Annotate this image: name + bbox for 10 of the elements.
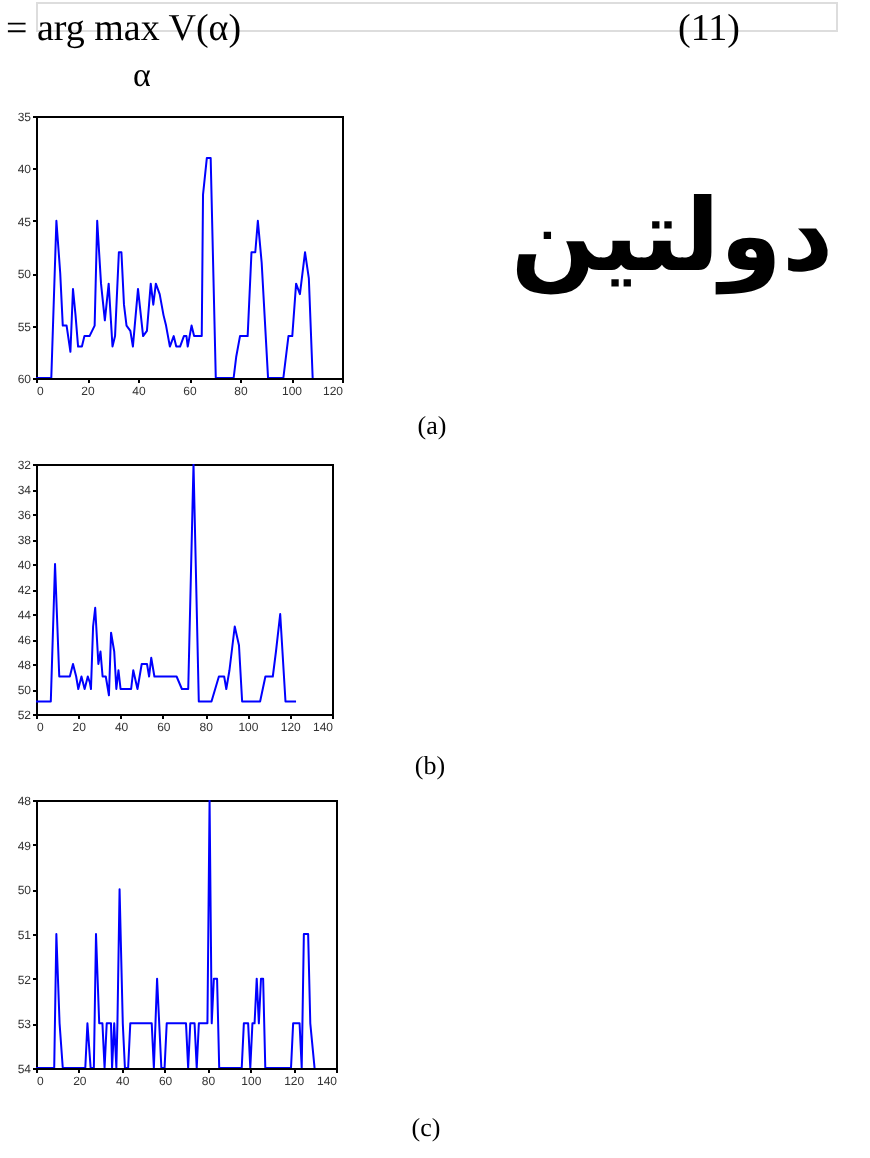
text: (11) xyxy=(678,8,740,50)
line-series xyxy=(36,156,314,378)
text: (b) xyxy=(414,750,446,780)
text: (c) xyxy=(411,1112,441,1142)
text: (a) xyxy=(417,410,447,440)
text: = arg max V(α) xyxy=(6,8,242,50)
line-series xyxy=(36,464,298,703)
line-series xyxy=(36,800,316,1068)
text: α xyxy=(133,56,152,94)
text: دولتين xyxy=(510,178,834,296)
